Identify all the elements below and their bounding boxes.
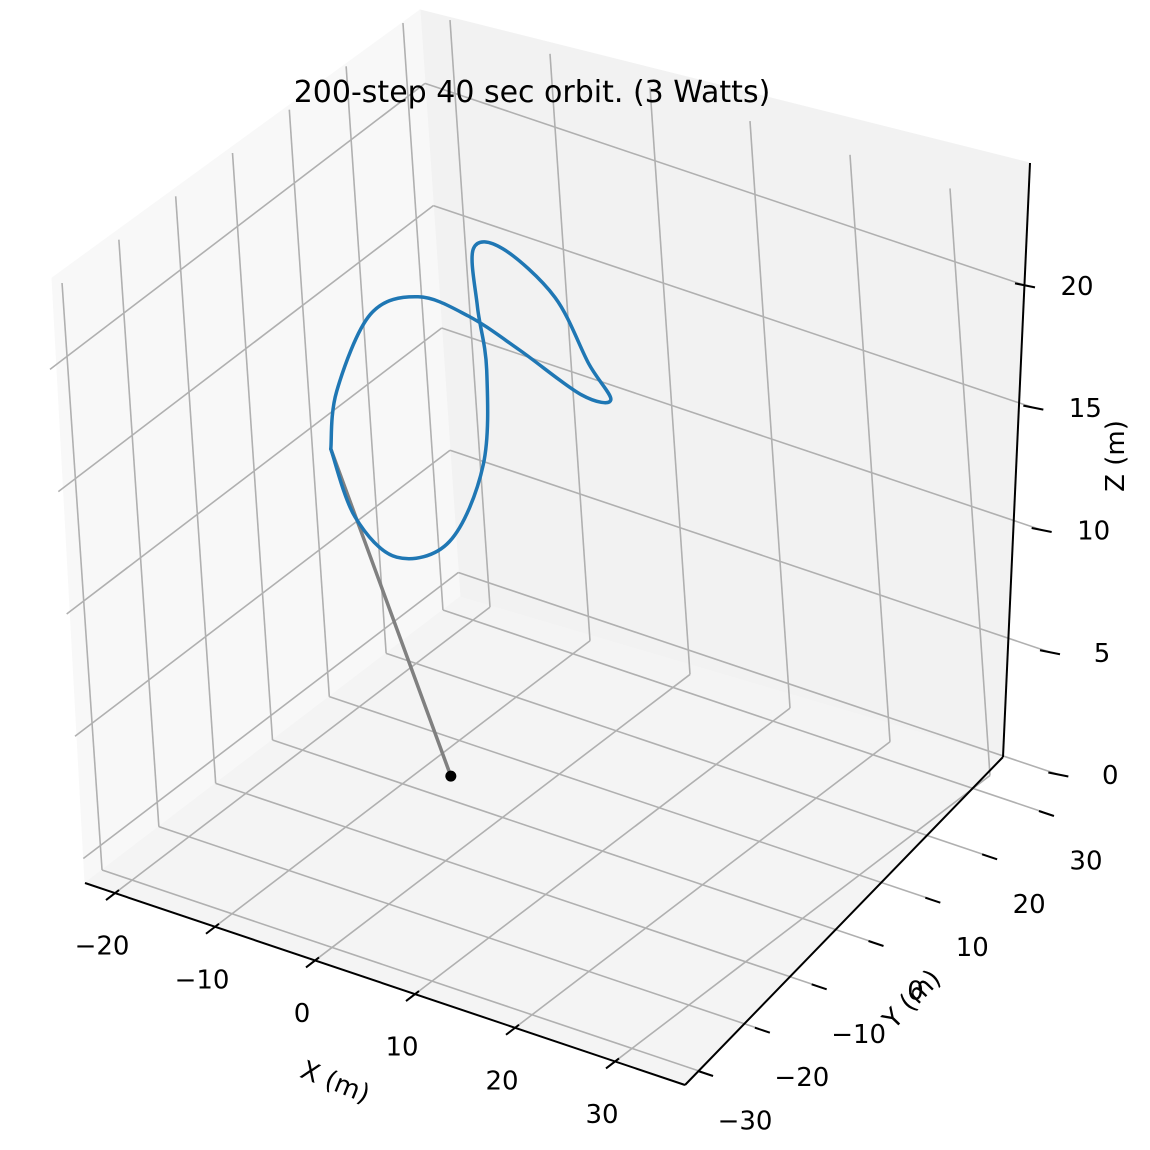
x-tick xyxy=(505,1023,520,1036)
x-tick xyxy=(205,922,220,935)
gridline-y-wall xyxy=(402,22,444,611)
y-tick xyxy=(925,896,941,904)
y-tick-label: 30 xyxy=(1069,847,1102,877)
z-tick xyxy=(1014,282,1036,289)
x-tick-label: 20 xyxy=(485,1066,518,1096)
gridline-x-wall xyxy=(449,20,491,608)
gridline-z-back xyxy=(433,204,1034,409)
x-tick-label: 0 xyxy=(294,999,311,1029)
y-tick-label: −20 xyxy=(774,1063,829,1093)
gridline-y-floor xyxy=(272,739,873,943)
gridline-y-floor xyxy=(442,609,1044,813)
x-tick xyxy=(305,956,320,969)
gridline-y-floor xyxy=(101,869,703,1073)
tether-line xyxy=(329,447,453,778)
y-tick xyxy=(1038,810,1055,817)
gridline-z-side xyxy=(74,449,451,737)
y-tick xyxy=(811,983,827,991)
y-tick-label: 10 xyxy=(956,933,989,963)
z-tick xyxy=(1048,771,1069,778)
chart-title: 200-step 40 sec orbit. (3 Watts) xyxy=(294,75,771,110)
gridline-z-back xyxy=(449,449,1051,654)
z-tick xyxy=(1023,404,1044,411)
z-tick xyxy=(1039,649,1061,656)
y-axis-label: Y (m) xyxy=(877,964,948,1036)
gridline-y-wall xyxy=(231,152,274,741)
gridline-x-wall xyxy=(849,154,891,742)
gridline-x-wall xyxy=(549,53,591,641)
y-tick-label: 20 xyxy=(1013,890,1046,920)
gridline-y-floor xyxy=(329,695,930,900)
gridline-z-side xyxy=(57,205,434,493)
gridline-x-wall xyxy=(749,121,791,709)
x-tick-label: −20 xyxy=(75,932,130,962)
gridline-y-wall xyxy=(288,109,331,697)
x-tick-label: 30 xyxy=(585,1100,618,1130)
tick-marks xyxy=(105,282,1069,1077)
x-tick xyxy=(605,1057,620,1070)
axis-lines xyxy=(84,162,1031,1086)
y-tick-label: −30 xyxy=(718,1107,773,1137)
y-tick xyxy=(981,853,998,861)
z-tick-label: 5 xyxy=(1094,639,1111,669)
gridline-x-wall xyxy=(649,87,691,675)
gridline-x-wall xyxy=(949,188,991,776)
z-axis-label: Z (m) xyxy=(1101,420,1131,492)
gridline-y-wall xyxy=(61,282,103,871)
y-axis-line xyxy=(684,756,1004,1086)
z-tick-label: 0 xyxy=(1102,761,1119,791)
y-tick xyxy=(868,940,884,947)
x-tick-label: 10 xyxy=(385,1033,418,1063)
z-axis-line xyxy=(1002,162,1031,758)
y-tick-label: −10 xyxy=(831,1020,886,1050)
anchor-marker xyxy=(445,770,457,782)
orbit-line xyxy=(329,240,613,561)
y-tick xyxy=(697,1070,714,1077)
x-axis-line xyxy=(84,882,686,1086)
gridline-z-side xyxy=(66,327,443,615)
z-tick xyxy=(1031,526,1052,533)
x-axis-label: X (m) xyxy=(296,1055,374,1110)
gridline-z-back xyxy=(441,327,1042,531)
y-tick xyxy=(754,1026,771,1034)
grid-lines xyxy=(49,20,1059,1073)
gridline-y-wall xyxy=(174,196,217,784)
gridline-z-back xyxy=(458,571,1059,776)
x-tick xyxy=(405,990,420,1002)
z-tick-label: 15 xyxy=(1069,394,1102,424)
series-layer xyxy=(329,240,613,782)
x-tick-label: −10 xyxy=(175,965,230,995)
z-tick-label: 10 xyxy=(1077,516,1110,546)
gridline-y-floor xyxy=(158,825,760,1030)
gridline-z-side xyxy=(82,571,459,860)
x-tick xyxy=(105,889,120,901)
gridline-y-wall xyxy=(345,66,387,654)
gridline-z-side xyxy=(49,82,426,371)
gridline-y-floor xyxy=(215,782,816,987)
y-tick-label: 0 xyxy=(907,977,924,1007)
gridline-y-floor xyxy=(385,652,987,857)
z-tick-label: 20 xyxy=(1060,272,1093,302)
gridline-z-back xyxy=(424,82,1026,287)
gridline-y-wall xyxy=(118,239,160,827)
